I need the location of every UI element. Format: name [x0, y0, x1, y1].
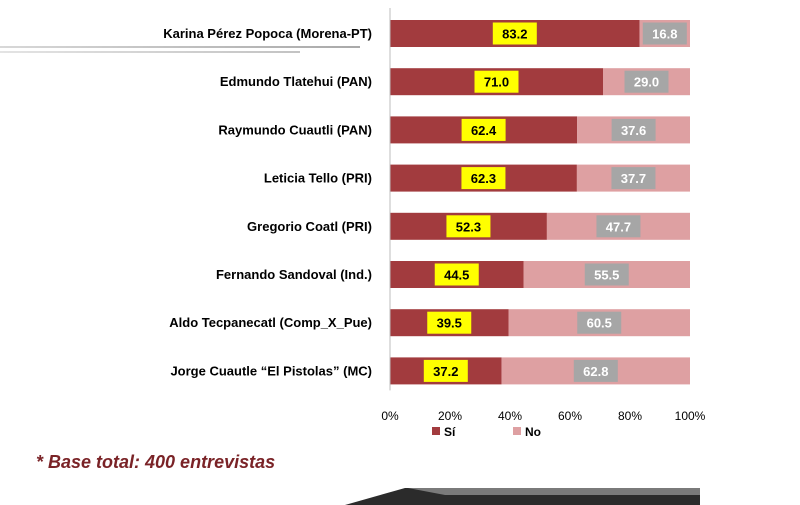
- category-label: Edmundo Tlatehui (PAN): [220, 74, 372, 89]
- base-footnote: * Base total: 400 entrevistas: [36, 452, 276, 472]
- category-label: Fernando Sandoval (Ind.): [216, 267, 372, 282]
- data-label-bg-no: [642, 22, 687, 45]
- decorative-line-top: [0, 46, 360, 48]
- data-label-si: 71.0: [484, 75, 509, 90]
- plot-area: Karina Pérez Popoca (Morena-PT) 83.2 16.8 E…: [163, 8, 706, 439]
- data-label-no: 62.8: [583, 364, 608, 379]
- data-label-no: 60.5: [587, 316, 612, 331]
- x-tick-label: 60%: [558, 409, 582, 423]
- data-label-bg-si: [446, 215, 491, 238]
- category-label: Aldo Tecpanecatl (Comp_X_Pue): [169, 315, 372, 330]
- data-label-no: 47.7: [606, 219, 631, 234]
- category-label: Gregorio Coatl (PRI): [247, 219, 372, 234]
- data-label-bg-no: [624, 70, 669, 93]
- data-label-bg-no: [577, 311, 622, 334]
- data-label-si: 83.2: [502, 27, 527, 42]
- data-label-no: 16.8: [652, 27, 677, 42]
- data-label-bg-no: [573, 359, 618, 382]
- data-label-bg-no: [596, 215, 641, 238]
- data-label-no: 37.7: [621, 171, 646, 186]
- data-label-si: 44.5: [444, 268, 469, 283]
- data-label-bg-si: [492, 22, 537, 45]
- x-tick-label: 80%: [618, 409, 642, 423]
- legend-swatch: [432, 427, 440, 435]
- decorative-bottom-shape: [345, 488, 700, 505]
- data-label-bg-no: [611, 118, 656, 141]
- category-label: Raymundo Cuautli (PAN): [218, 122, 372, 137]
- data-label-no: 37.6: [621, 123, 646, 138]
- data-label-si: 39.5: [437, 316, 462, 331]
- legend-swatch: [513, 427, 521, 435]
- data-label-no: 29.0: [634, 75, 659, 90]
- stacked-bar-chart: Karina Pérez Popoca (Morena-PT) 83.2 16.8 E…: [163, 8, 706, 439]
- data-label-si: 62.4: [471, 123, 497, 138]
- x-tick-label: 0%: [381, 409, 399, 423]
- category-label: Jorge Cuautle “El Pistolas” (MC): [170, 363, 372, 378]
- category-label: Karina Pérez Popoca (Morena-PT): [163, 26, 372, 41]
- data-label-no: 55.5: [594, 268, 619, 283]
- x-tick-label: 40%: [498, 409, 522, 423]
- data-label-bg-no: [584, 263, 629, 286]
- data-label-bg-si: [461, 118, 506, 141]
- legend-label: No: [525, 425, 541, 439]
- category-label: Leticia Tello (PRI): [264, 171, 372, 186]
- decorative-line-bottom: [0, 51, 300, 53]
- data-label-bg-si: [434, 263, 479, 286]
- x-tick-label: 20%: [438, 409, 462, 423]
- data-label-si: 52.3: [456, 219, 481, 234]
- data-label-bg-si: [461, 167, 506, 190]
- data-label-si: 62.3: [471, 171, 496, 186]
- data-label-bg-no: [611, 167, 656, 190]
- legend-label: Sí: [444, 425, 456, 439]
- data-label-si: 37.2: [433, 364, 458, 379]
- data-label-bg-si: [427, 311, 472, 334]
- data-label-bg-si: [423, 359, 468, 382]
- x-tick-label: 100%: [675, 409, 706, 423]
- data-label-bg-si: [474, 70, 519, 93]
